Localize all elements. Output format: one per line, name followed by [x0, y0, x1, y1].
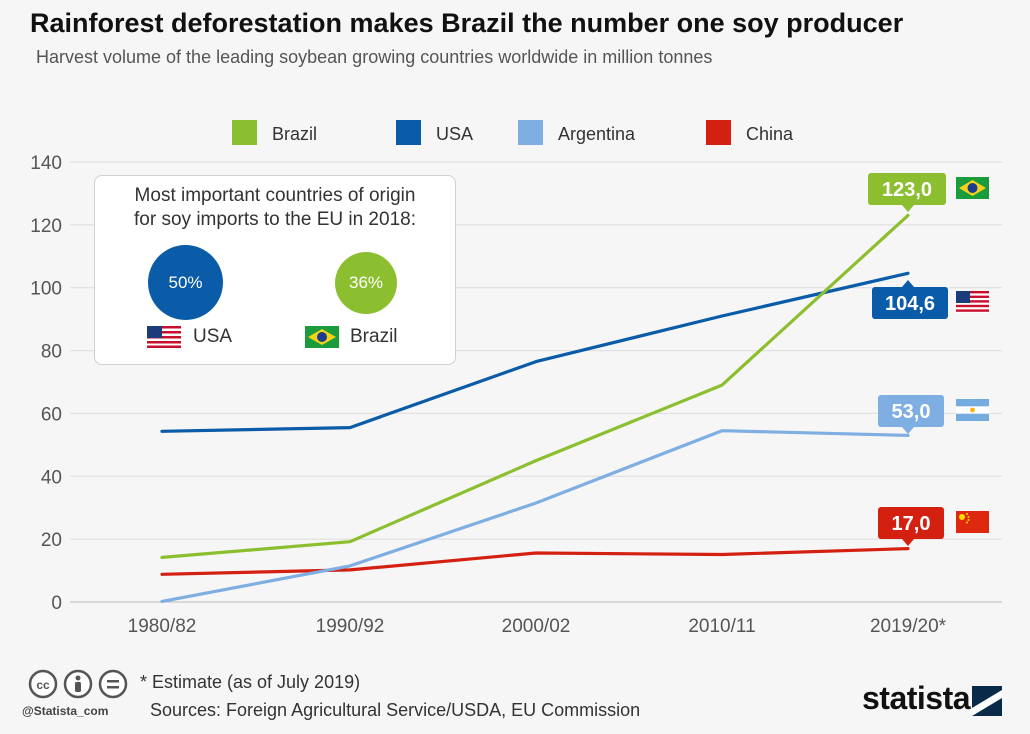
y-tick-label: 100	[30, 279, 62, 300]
y-tick-label: 140	[30, 153, 62, 174]
legend-swatch	[232, 120, 257, 145]
eu-import-inset: Most important countries of origin for s…	[94, 175, 456, 365]
usa-share-bubble: 50%	[148, 245, 223, 320]
y-tick-label: 60	[41, 404, 62, 425]
series-line-usa	[160, 271, 910, 433]
footnote-sources: Sources: Foreign Agricultural Service/US…	[150, 700, 641, 720]
usa-share-value: 50%	[168, 272, 203, 292]
brazil-flag-icon	[956, 177, 989, 199]
legend-swatch	[518, 120, 543, 145]
x-axis-tick-labels: 1980/82 1990/92 2000/02 2010/11 2019/20*	[128, 616, 947, 637]
series-lines	[160, 213, 910, 604]
series-line-argentina	[160, 429, 910, 604]
x-tick-label: 2010/11	[688, 616, 755, 637]
legend-label: Brazil	[272, 124, 317, 144]
legend-swatch	[396, 120, 421, 145]
end-value-text: 123,0	[882, 179, 932, 201]
end-value-text: 53,0	[892, 401, 931, 423]
y-tick-label: 120	[30, 216, 62, 237]
footnote-estimate: * Estimate (as of July 2019)	[140, 672, 361, 692]
series-line-china	[160, 546, 910, 576]
inset-country-usa: USA	[193, 326, 233, 347]
inset-title-line1: Most important countries of origin	[134, 185, 416, 206]
end-value-labels: 123,0 104,6 53,0 17,0	[868, 173, 989, 546]
chart-title: Rainforest deforestation makes Brazil th…	[30, 8, 904, 38]
svg-text:cc: cc	[36, 678, 50, 692]
end-label-brazil: 123,0	[868, 173, 946, 212]
usa-flag-icon	[956, 291, 989, 313]
statista-handle: @Statista_com	[22, 704, 109, 718]
x-tick-label: 2000/02	[502, 616, 571, 637]
y-tick-label: 40	[41, 467, 62, 488]
end-value-text: 17,0	[892, 513, 931, 535]
legend-swatch	[706, 120, 731, 145]
inset-title: Most important countries of origin for s…	[95, 184, 455, 232]
end-label-usa: 104,6	[872, 280, 948, 319]
legend-label: USA	[436, 124, 473, 144]
brazil-share-bubble: 36%	[335, 252, 397, 314]
argentina-flag-icon	[956, 399, 989, 421]
end-label-china: 17,0	[878, 507, 944, 546]
brazil-flag-icon	[305, 326, 339, 348]
nd-icon	[98, 669, 128, 699]
x-tick-label: 1980/82	[128, 616, 197, 637]
inset-title-line2: for soy imports to the EU in 2018:	[134, 209, 416, 230]
series-line-brazil	[160, 213, 910, 560]
legend-label: Argentina	[558, 124, 636, 144]
cc-icon: cc	[28, 669, 58, 699]
legend-label: China	[746, 124, 794, 144]
inset-country-brazil: Brazil	[350, 326, 398, 347]
license-icons: cc	[28, 669, 128, 699]
x-tick-label: 2019/20*	[870, 616, 947, 637]
by-icon	[63, 669, 93, 699]
y-axis-tick-labels: 0 20 40 60 80 100 120 140	[30, 153, 62, 614]
y-tick-label: 80	[41, 342, 62, 363]
x-tick-label: 1990/92	[316, 616, 385, 637]
statista-logo-icon	[972, 686, 1002, 716]
usa-flag-icon	[147, 326, 181, 348]
statista-logo-text: statista	[862, 680, 971, 716]
end-label-argentina: 53,0	[878, 395, 944, 434]
y-tick-label: 0	[51, 593, 62, 614]
end-value-text: 104,6	[885, 293, 935, 315]
legend: Brazil USA Argentina China	[232, 120, 794, 145]
chart-subtitle: Harvest volume of the leading soybean gr…	[36, 47, 713, 67]
china-flag-icon	[956, 511, 989, 533]
brazil-share-value: 36%	[348, 273, 384, 292]
y-tick-label: 20	[41, 530, 62, 551]
